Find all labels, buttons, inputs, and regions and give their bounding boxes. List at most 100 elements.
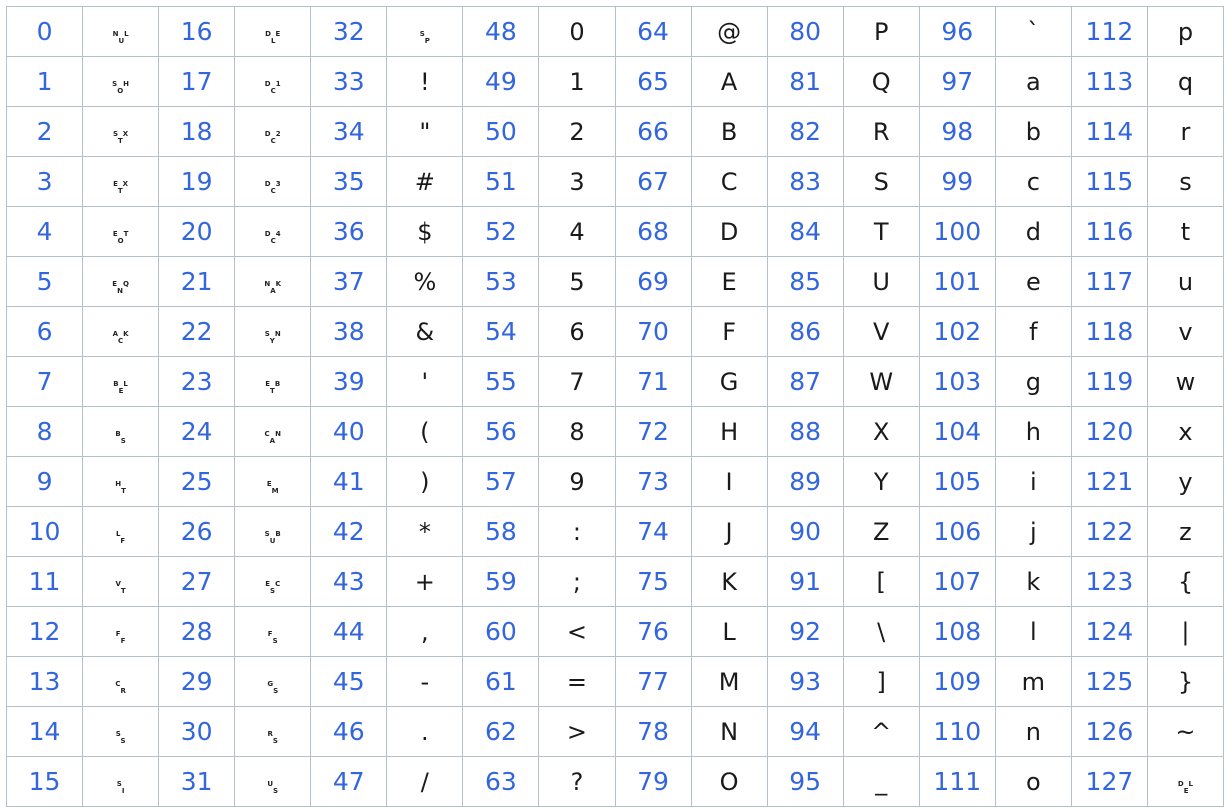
ascii-char: D — [690, 206, 768, 257]
control-char: ESC — [234, 556, 312, 607]
control-abbrev: DLE — [265, 30, 280, 45]
ascii-code: 83 — [766, 156, 844, 207]
control-letter: F — [267, 629, 273, 638]
ascii-char: 0 — [538, 6, 616, 57]
ascii-code: 104 — [918, 406, 996, 457]
control-letter: N — [264, 279, 271, 288]
control-abbrev: SYN — [265, 330, 281, 345]
control-char: SS — [82, 706, 160, 757]
control-abbrev: SI — [117, 780, 125, 795]
control-abbrev: SP — [420, 30, 430, 45]
control-letter: D — [265, 29, 271, 38]
control-letter: C — [270, 186, 276, 195]
ascii-code: 126 — [1070, 706, 1148, 757]
ascii-char: M — [690, 656, 768, 707]
ascii-char: f — [994, 306, 1072, 357]
table-row: 12 FF 28 FS 44, 60 <76 L 92 \ 108 l 124 | — [5, 606, 1225, 657]
ascii-code: 99 — [918, 156, 996, 207]
control-letter: K — [123, 329, 129, 338]
ascii-char: X — [842, 406, 920, 457]
ascii-code: 27 — [158, 556, 236, 607]
ascii-char: I — [690, 456, 768, 507]
ascii-code: 14 — [5, 706, 84, 757]
ascii-code: 72 — [614, 406, 692, 457]
control-char: NAK — [234, 256, 312, 307]
ascii-char: % — [386, 256, 464, 307]
ascii-code: 114 — [1070, 106, 1148, 157]
control-abbrev: SOH — [112, 80, 129, 95]
ascii-code: 30 — [158, 706, 236, 757]
ascii-code: 92 — [766, 606, 844, 657]
control-abbrev: ACK — [113, 330, 129, 345]
ascii-char: v — [1146, 306, 1225, 357]
ascii-char: q — [1146, 56, 1225, 107]
control-letter: A — [112, 329, 119, 338]
ascii-code: 101 — [918, 256, 996, 307]
ascii-code: 42 — [310, 506, 388, 557]
ascii-code: 17 — [158, 56, 236, 107]
ascii-char: z — [1146, 506, 1225, 557]
ascii-code: 43 — [310, 556, 388, 607]
ascii-code: 24 — [158, 406, 236, 457]
ascii-char: / — [386, 756, 464, 807]
control-letter: F — [120, 636, 126, 645]
ascii-code: 47 — [310, 756, 388, 807]
ascii-char: K — [690, 556, 768, 607]
ascii-char: Q — [842, 56, 920, 107]
ascii-code: 25 — [158, 456, 236, 507]
ascii-code: 53 — [462, 256, 540, 307]
ascii-char: s — [1146, 156, 1225, 207]
control-char: SYN — [234, 306, 312, 357]
ascii-char: c — [994, 156, 1072, 207]
control-abbrev: ESC — [265, 580, 280, 595]
ascii-code: 56 — [462, 406, 540, 457]
ascii-char: A — [690, 56, 768, 107]
control-char: FS — [234, 606, 312, 657]
ascii-code: 61 — [462, 656, 540, 707]
control-letter: E — [112, 229, 118, 238]
ascii-code: 8 — [5, 406, 84, 457]
ascii-code: 76 — [614, 606, 692, 657]
ascii-char: R — [842, 106, 920, 157]
ascii-char: w — [1146, 356, 1225, 407]
ascii-code: 102 — [918, 306, 996, 357]
control-letter: A — [269, 436, 276, 445]
ascii-code: 103 — [918, 356, 996, 407]
ascii-char: l — [994, 606, 1072, 657]
control-abbrev: NUL — [113, 30, 129, 45]
control-abbrev: SS — [116, 730, 126, 745]
control-letter: L — [123, 379, 128, 388]
table-row: 2 STX 18 DC2 34 " 50 2 66 B 82 R 98 b 114 r — [5, 106, 1225, 157]
ascii-code: 68 — [614, 206, 692, 257]
control-letter: S — [272, 636, 278, 645]
control-letter: L — [270, 36, 276, 45]
control-letter: R — [267, 729, 273, 738]
ascii-code: 40 — [310, 406, 388, 457]
control-letter: B — [115, 429, 121, 438]
control-char: ETB — [234, 356, 312, 407]
ascii-char: a — [994, 56, 1072, 107]
ascii-code: 120 — [1070, 406, 1148, 457]
ascii-code: 20 — [158, 206, 236, 257]
ascii-code: 34 — [310, 106, 388, 157]
table-row: 0 NUL 16 DLE 32 SP 48 0 64 @80 P 96 ` 112 p — [5, 6, 1225, 57]
control-abbrev: VT — [115, 580, 125, 595]
ascii-code: 41 — [310, 456, 388, 507]
ascii-char: m — [994, 656, 1072, 707]
ascii-char: y — [1146, 456, 1225, 507]
ascii-char: ` — [994, 6, 1072, 57]
control-letter: D — [264, 79, 271, 88]
ascii-char: , — [386, 606, 464, 657]
ascii-code: 18 — [158, 106, 236, 157]
ascii-code: 13 — [5, 656, 84, 707]
control-letter: T — [270, 386, 275, 395]
ascii-char: [ — [842, 556, 920, 607]
control-letter: S — [264, 529, 270, 538]
ascii-code: 54 — [462, 306, 540, 357]
control-letter: S — [112, 79, 118, 88]
ascii-code: 84 — [766, 206, 844, 257]
ascii-code: 109 — [918, 656, 996, 707]
ascii-code: 6 — [5, 306, 84, 357]
control-letter: T — [123, 229, 129, 238]
control-letter: U — [269, 536, 276, 545]
